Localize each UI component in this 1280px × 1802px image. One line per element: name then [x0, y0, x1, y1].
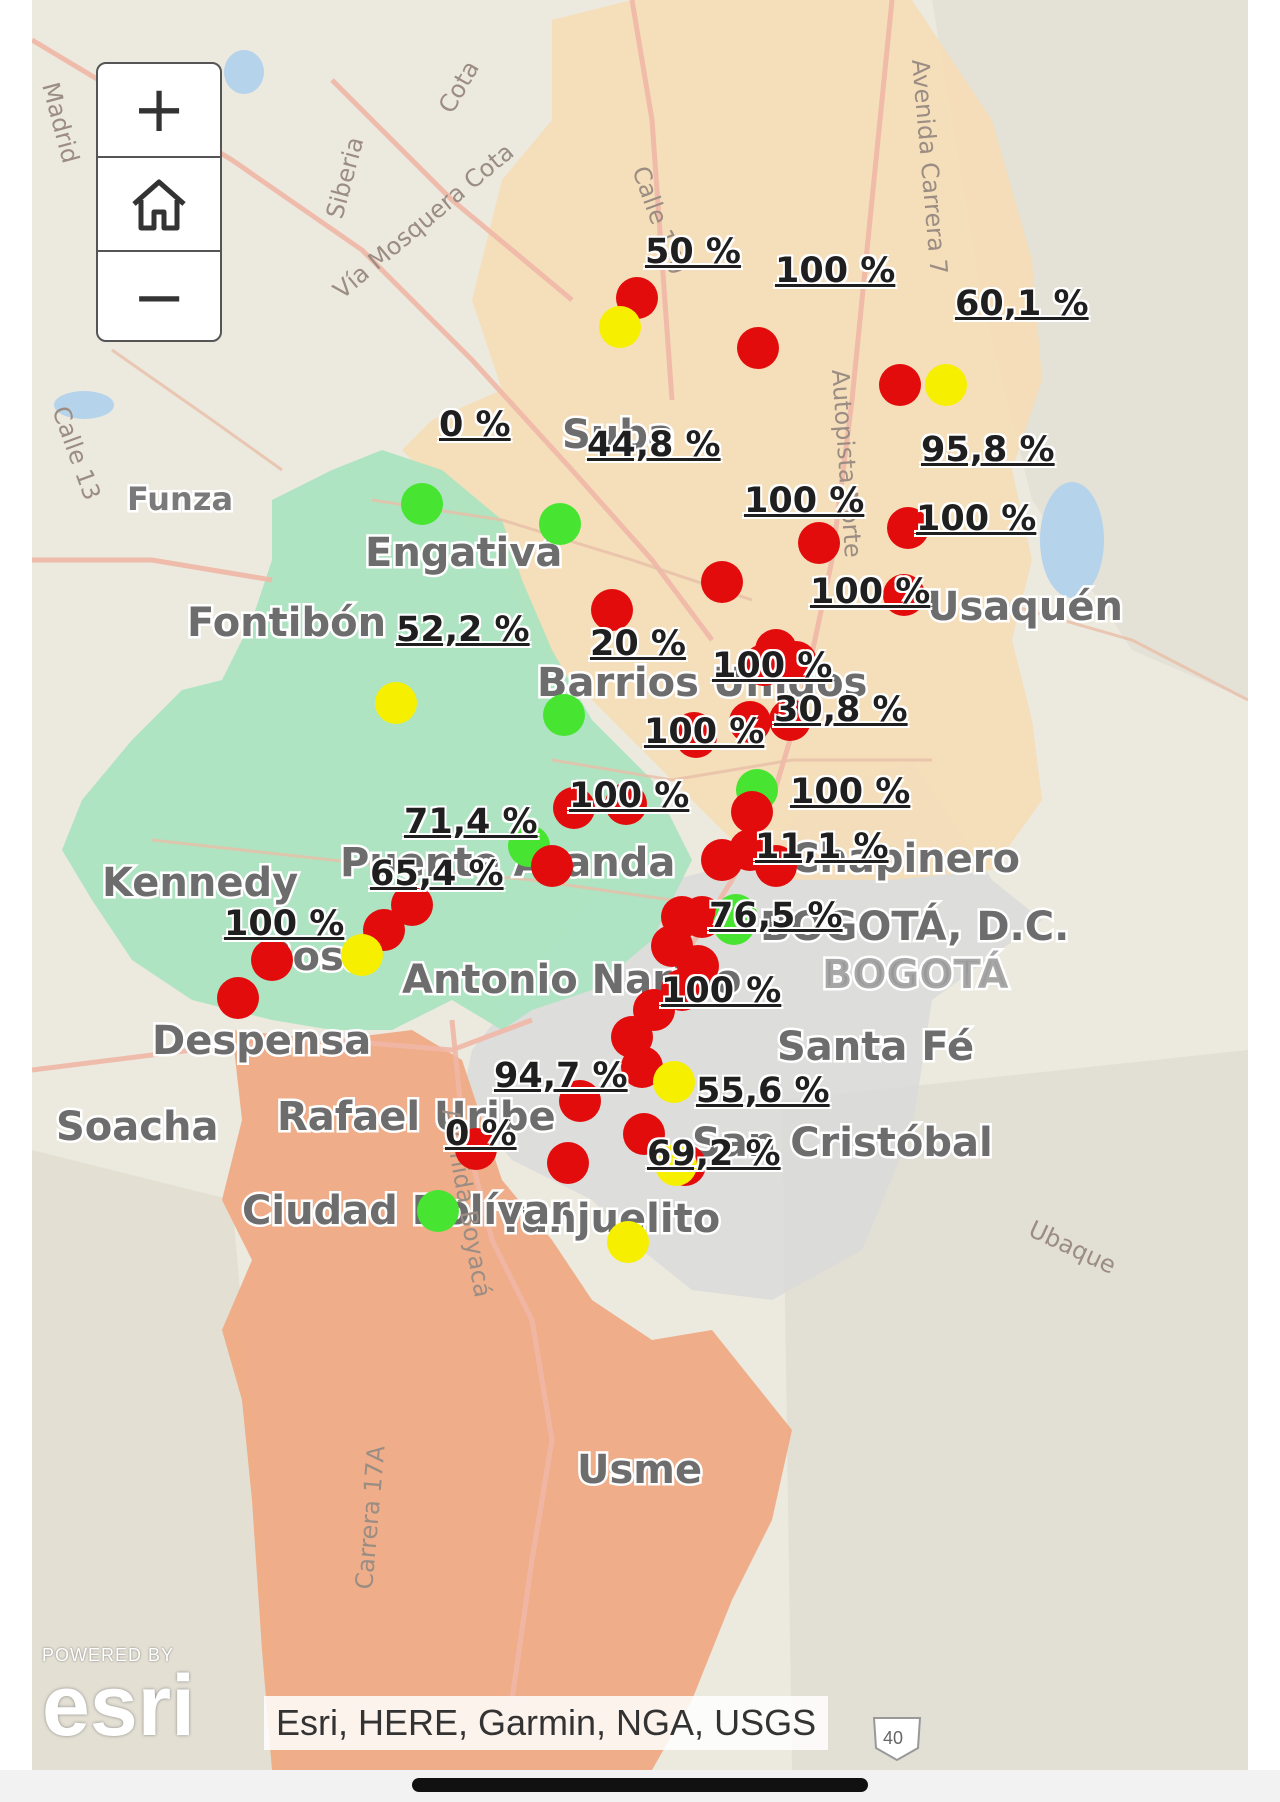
percent-label: 50 %	[645, 232, 741, 272]
percent-label: 20 %	[590, 624, 686, 664]
district-label: Usme	[577, 1447, 702, 1493]
zoom-out-button[interactable]: −	[132, 261, 186, 335]
marker-red[interactable]	[591, 589, 633, 631]
percent-label: 0 %	[445, 1114, 517, 1154]
percent-label: 76,5 %	[709, 896, 843, 936]
home-button[interactable]	[98, 158, 220, 252]
district-label: Puente Aranda	[340, 840, 675, 886]
percent-label: 11,1 %	[755, 827, 889, 867]
percent-label: 100 %	[810, 572, 931, 612]
district-label: Engativá	[365, 530, 562, 576]
esri-wordmark: esri	[42, 1658, 196, 1754]
marker-red[interactable]	[755, 845, 797, 887]
place-label: Despensa	[152, 1018, 371, 1064]
district-label: San Cristóbal	[692, 1120, 993, 1166]
marker-green[interactable]	[401, 483, 443, 525]
marker-red[interactable]	[737, 327, 779, 369]
percent-label: 60,1 %	[955, 284, 1089, 324]
marker-red[interactable]	[623, 1113, 665, 1155]
percent-label: 65,4 %	[370, 854, 504, 894]
percent-label: 30,8 %	[774, 690, 908, 730]
marker-red[interactable]	[731, 791, 773, 833]
district-label: Usaquén	[927, 584, 1123, 630]
marker-yellow[interactable]	[341, 934, 383, 976]
road-label: Siberia	[321, 134, 370, 222]
marker-red[interactable]	[879, 364, 921, 406]
marker-red[interactable]	[798, 522, 840, 564]
marker-yellow[interactable]	[375, 682, 417, 724]
marker-red[interactable]	[547, 1142, 589, 1184]
percent-label: 95,8 %	[921, 430, 1055, 470]
percent-label: 69,2 %	[647, 1134, 781, 1174]
marker-green[interactable]	[417, 1190, 459, 1232]
powered-by-text: POWERED BY	[42, 1645, 175, 1665]
marker-yellow[interactable]	[653, 1061, 695, 1103]
marker-red[interactable]	[559, 1080, 601, 1122]
marker-red[interactable]	[531, 845, 573, 887]
marker-green[interactable]	[543, 694, 585, 736]
home-indicator	[412, 1778, 868, 1792]
basemap: Suba Engativá Fontibón Usaquén Barrios U…	[32, 0, 1248, 1770]
percent-label: 52,2 %	[396, 610, 530, 650]
marker-red[interactable]	[553, 787, 595, 829]
road-label: Madrid	[36, 79, 84, 166]
percent-label: 100 %	[790, 772, 911, 812]
marker-red[interactable]	[883, 574, 925, 616]
marker-red[interactable]	[729, 701, 771, 743]
marker-red[interactable]	[675, 716, 717, 758]
percent-label: 55,6 %	[696, 1071, 830, 1111]
marker-red[interactable]	[743, 644, 785, 686]
marker-yellow[interactable]	[655, 1144, 697, 1186]
esri-logo[interactable]: POWERED BY esri	[42, 1645, 196, 1754]
place-label: BOGOTÁ, D.C.	[760, 902, 1069, 950]
district-label: Fontibón	[187, 600, 386, 646]
district-label: Santa Fé	[777, 1024, 974, 1070]
map-view[interactable]: Suba Engativá Fontibón Usaquén Barrios U…	[32, 0, 1248, 1770]
place-label: BOGOTÁ	[822, 950, 1009, 998]
percent-label: 100 %	[712, 646, 833, 686]
marker-green[interactable]	[539, 503, 581, 545]
percent-label: 94,7 %	[494, 1056, 628, 1096]
percent-label: 100 %	[224, 904, 345, 944]
district-label: Chapinero	[790, 836, 1020, 882]
marker-red[interactable]	[455, 1128, 497, 1170]
district-label: Tunjuelito	[497, 1196, 720, 1242]
marker-yellow[interactable]	[925, 364, 967, 406]
svg-text:40: 40	[883, 1728, 903, 1748]
district-label: Suba	[562, 412, 675, 458]
road-label: Calle 13	[46, 402, 106, 503]
marker-yellow[interactable]	[607, 1221, 649, 1263]
road-label: Cota	[433, 56, 485, 118]
district-label: Rafael Uribe	[277, 1094, 556, 1140]
marker-red[interactable]	[701, 561, 743, 603]
percent-label: 71,4 %	[404, 802, 538, 842]
district-label: Kennedy	[102, 860, 298, 906]
attribution-text: Esri, HERE, Garmin, NGA, USGS	[264, 1696, 829, 1750]
percent-label: 0 %	[439, 405, 511, 445]
marker-green[interactable]	[713, 903, 755, 945]
place-label: Funza	[127, 480, 233, 518]
zoom-control: + −	[96, 62, 222, 342]
percent-label: 100 %	[569, 776, 690, 816]
percent-label: 100 %	[744, 481, 865, 521]
percent-label: 44,8 %	[587, 425, 721, 465]
percent-label: 100 %	[644, 712, 765, 752]
route-shield-icon: 40	[872, 1717, 922, 1762]
marker-red[interactable]	[769, 699, 811, 741]
marker-yellow[interactable]	[599, 306, 641, 348]
home-icon	[132, 179, 186, 231]
percent-label: 100 %	[916, 499, 1037, 539]
marker-red[interactable]	[887, 507, 929, 549]
marker-red[interactable]	[217, 977, 259, 1019]
marker-red[interactable]	[605, 783, 647, 825]
percent-label: 100 %	[775, 251, 896, 291]
percent-label: 100 %	[661, 971, 782, 1011]
marker-red[interactable]	[251, 939, 293, 981]
place-label: Soacha	[56, 1104, 218, 1150]
district-label: Ciudad Bolívar	[242, 1188, 570, 1234]
zoom-in-button[interactable]: +	[98, 64, 220, 158]
